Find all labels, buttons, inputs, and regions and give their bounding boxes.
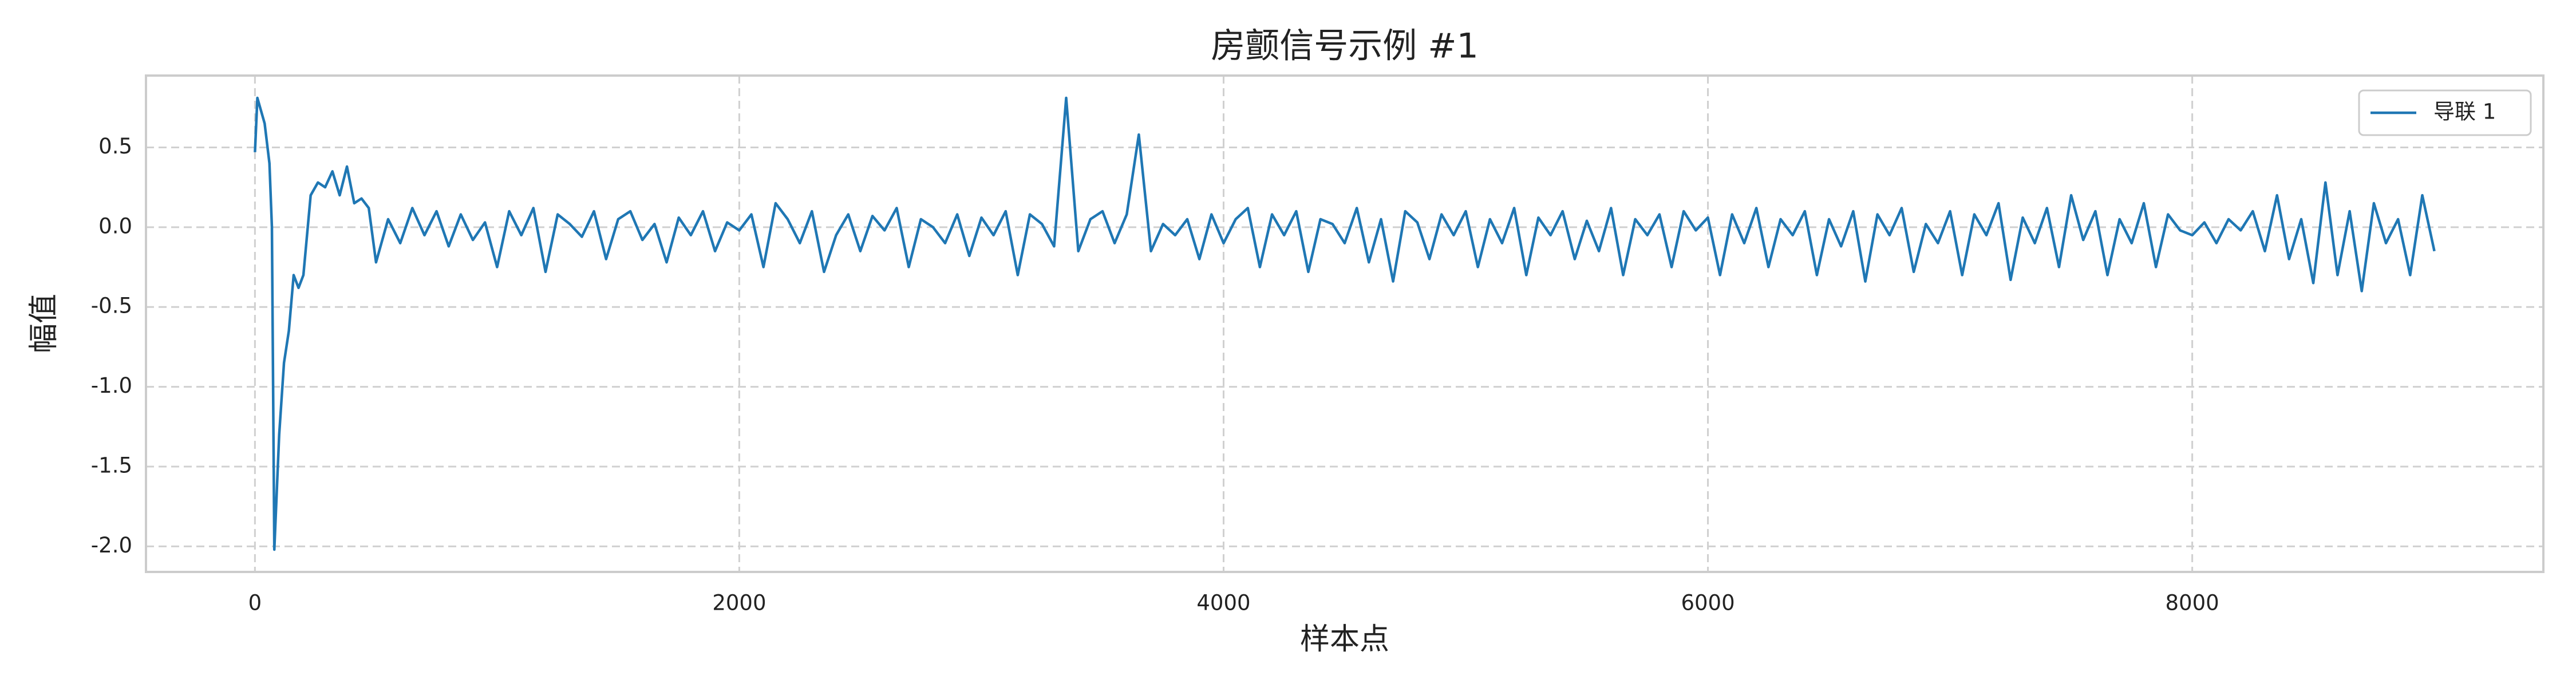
y-tick-label: -1.5	[91, 453, 132, 478]
data-line	[254, 96, 2436, 551]
y-tick-label: -2.0	[91, 533, 132, 558]
y-tick-label: 0.5	[98, 134, 132, 159]
plot-frame	[145, 74, 2545, 573]
x-tick-label: 6000	[1681, 591, 1735, 615]
y-tick-label: -1.0	[91, 373, 132, 398]
chart-title: 房颤信号示例 #1	[1211, 26, 1479, 66]
x-axis-label: 样本点	[1300, 622, 1389, 657]
x-tick-label: 2000	[712, 591, 766, 615]
x-tick-label: 4000	[1196, 591, 1250, 615]
y-tick-label: -0.5	[91, 294, 132, 318]
x-tick-label: 8000	[2166, 591, 2219, 615]
y-axis-label: 幅值	[27, 294, 61, 353]
y-tick-label: 0.0	[98, 214, 132, 238]
legend-box	[2358, 89, 2532, 136]
legend-label: 导联 1	[2433, 100, 2496, 124]
x-tick-label: 0	[248, 591, 262, 615]
